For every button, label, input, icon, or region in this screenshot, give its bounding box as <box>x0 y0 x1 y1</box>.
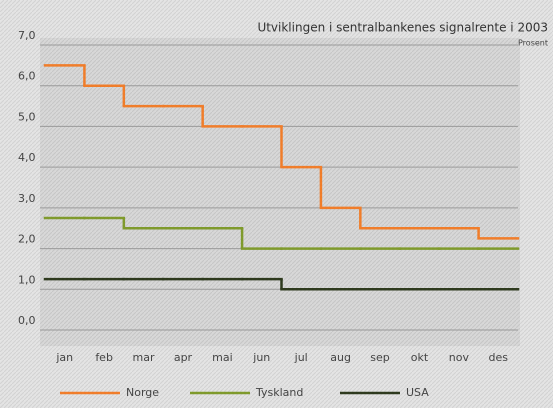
plot-area <box>40 38 520 346</box>
x-tick-label: sep <box>370 351 389 364</box>
x-tick-label: mai <box>212 351 233 364</box>
chart-subtitle: Prosent <box>518 39 548 48</box>
legend-label: USA <box>406 386 429 399</box>
y-tick-label: 4,0 <box>18 151 36 164</box>
x-tick-label: des <box>489 351 509 364</box>
x-tick-label: jan <box>55 351 73 364</box>
legend-label: Tyskland <box>255 386 303 399</box>
y-tick-label: 5,0 <box>18 110 36 123</box>
y-tick-label: 7,0 <box>18 29 36 42</box>
legend-label: Norge <box>126 386 159 399</box>
x-tick-label: mar <box>133 351 155 364</box>
y-tick-label: 2,0 <box>18 233 36 246</box>
chart-title: Utviklingen i sentralbankenes signalrent… <box>257 21 548 35</box>
x-tick-label: jun <box>252 351 270 364</box>
x-tick-label: nov <box>449 351 470 364</box>
x-tick-label: feb <box>95 351 113 364</box>
y-tick-label: 1,0 <box>18 273 36 286</box>
y-tick-label: 6,0 <box>18 70 36 83</box>
y-tick-label: 0,0 <box>18 314 36 327</box>
x-tick-label: jul <box>294 351 308 364</box>
y-tick-label: 3,0 <box>18 192 36 205</box>
x-tick-label: apr <box>174 351 193 364</box>
x-tick-label: okt <box>411 351 429 364</box>
x-tick-label: aug <box>330 351 351 364</box>
